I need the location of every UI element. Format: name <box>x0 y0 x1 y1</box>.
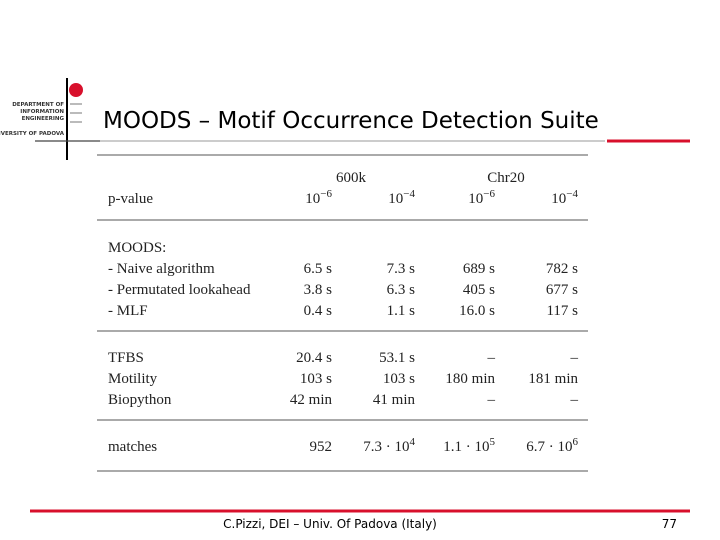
footer-text: C.Pizzi, DEI – Univ. Of Padova (Italy) <box>223 517 437 531</box>
cell: 16.0 s <box>459 303 495 319</box>
logo-text: DEPARTMENT OF <box>12 102 64 108</box>
cell: 7.3 · 104 <box>363 436 415 455</box>
exponent: −4 <box>566 188 578 200</box>
base: 10 <box>388 191 403 207</box>
cell: 7.3 s <box>387 261 416 277</box>
header-cell: p-value <box>108 191 153 207</box>
cell: 42 min <box>290 392 333 408</box>
cell: 1.1 s <box>387 303 416 319</box>
cell: – <box>570 392 579 408</box>
cell: 180 min <box>445 371 495 387</box>
cell: 6.7 · 106 <box>526 436 578 455</box>
cell: 117 s <box>546 303 578 319</box>
cell: 952 <box>310 439 333 455</box>
header-cell: 10−6 <box>468 188 495 207</box>
cell: 20.4 s <box>296 350 332 366</box>
slide-title: MOODS – Motif Occurrence Detection Suite <box>103 108 599 134</box>
cell: 677 s <box>546 282 578 298</box>
exponent: 4 <box>410 436 416 448</box>
base: 10 <box>551 191 566 207</box>
cell: 6.3 s <box>387 282 416 298</box>
cell: 53.1 s <box>379 350 415 366</box>
row-label: TFBS <box>108 350 144 366</box>
logo-dot <box>69 83 83 97</box>
cell: 782 s <box>546 261 578 277</box>
exponent: −6 <box>320 188 332 200</box>
row-label: - MLF <box>108 303 148 319</box>
group-header: Chr20 <box>487 170 525 186</box>
base: 7.3 · 10 <box>363 439 409 455</box>
row-label: Biopython <box>108 392 172 408</box>
base: 6.7 · 10 <box>526 439 572 455</box>
logo-text: INFORMATION <box>20 109 64 115</box>
exponent: 5 <box>490 436 496 448</box>
cell: 405 s <box>463 282 495 298</box>
cell: 6.5 s <box>304 261 333 277</box>
cell: 41 min <box>373 392 416 408</box>
exponent: 6 <box>573 436 579 448</box>
cell: 1.1 · 105 <box>443 436 495 455</box>
cell: – <box>487 350 496 366</box>
cell: 689 s <box>463 261 495 277</box>
header-cell: 10−4 <box>551 188 578 207</box>
header-cell: 10−6 <box>305 188 332 207</box>
logo-text: ENGINEERING <box>22 116 65 122</box>
cell: 103 s <box>383 371 415 387</box>
exponent: −6 <box>483 188 495 200</box>
cell: – <box>570 350 579 366</box>
row-label: - Naive algorithm <box>108 261 215 277</box>
cell: 181 min <box>528 371 578 387</box>
section-title: MOODS: <box>108 240 166 256</box>
logo-subtext: UNIVERSITY OF PADOVA <box>0 131 65 137</box>
row-label: Motility <box>108 371 158 387</box>
row-label: - Permutated lookahead <box>108 282 251 298</box>
cell: – <box>487 392 496 408</box>
base: 1.1 · 10 <box>443 439 489 455</box>
cell: 0.4 s <box>304 303 333 319</box>
cell: 103 s <box>300 371 332 387</box>
base: 10 <box>468 191 483 207</box>
cell: 3.8 s <box>304 282 333 298</box>
group-header: 600k <box>336 170 367 186</box>
exponent: −4 <box>403 188 415 200</box>
header-cell: 10−4 <box>388 188 415 207</box>
row-label: matches <box>108 439 157 455</box>
base: 10 <box>305 191 320 207</box>
page-number: 77 <box>662 517 677 531</box>
